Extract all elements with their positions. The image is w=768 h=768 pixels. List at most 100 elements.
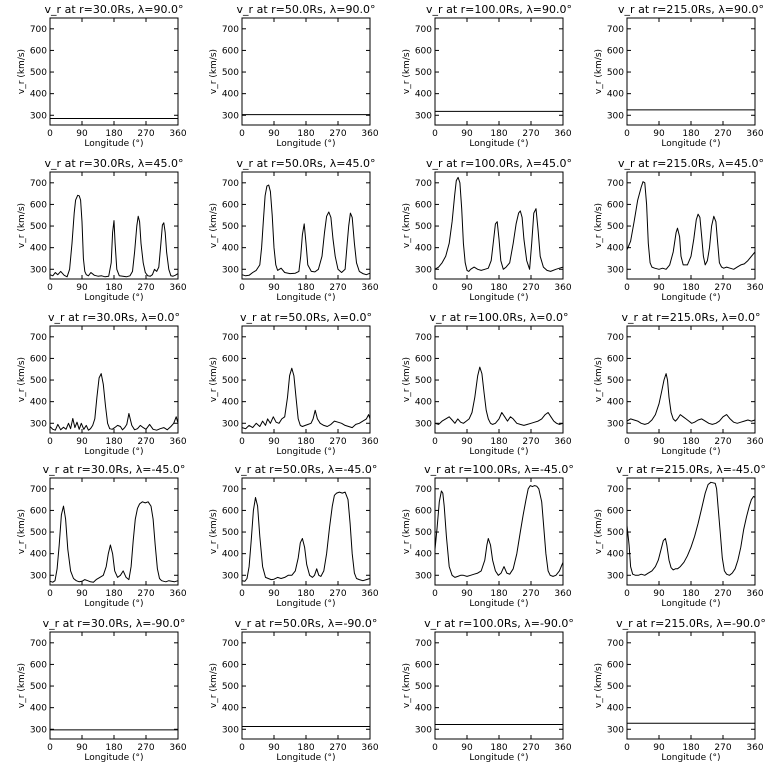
x-tick-label: 90	[268, 589, 280, 599]
y-tick-label: 600	[607, 46, 624, 56]
y-tick-label: 400	[222, 704, 239, 714]
chart-panel: v_r at r=100.0Rs, λ=45.0° 0 90 180 270 360 300…	[402, 157, 572, 303]
y-tick-label: 700	[415, 179, 432, 189]
x-tick-label: 360	[554, 589, 571, 599]
x-axis-label: Longitude (°)	[276, 139, 335, 149]
x-tick-label: 0	[239, 589, 245, 599]
x-tick-label: 90	[653, 589, 665, 599]
x-tick-label: 90	[268, 437, 280, 447]
x-tick-label: 180	[105, 129, 122, 139]
x-tick-label: 360	[169, 589, 186, 599]
chart-title: v_r at r=30.0Rs, λ=-45.0°	[43, 463, 186, 476]
y-tick-label: 700	[30, 485, 47, 495]
x-tick-label: 0	[624, 589, 630, 599]
x-axis-label: Longitude (°)	[276, 293, 335, 303]
plot-frame	[626, 17, 756, 126]
y-tick-label: 700	[30, 333, 47, 343]
y-tick-label: 300	[222, 265, 239, 275]
x-tick-label: 360	[746, 129, 763, 139]
chart-panel: v_r at r=50.0Rs, λ=-45.0° 0 90 180 270 360 300…	[209, 463, 379, 609]
velocity-series-line	[241, 184, 371, 277]
y-tick-label: 400	[222, 398, 239, 408]
x-tick-label: 0	[432, 589, 438, 599]
plot-frame	[241, 17, 371, 126]
y-tick-label: 700	[607, 25, 624, 35]
x-tick-label: 270	[522, 283, 539, 293]
x-tick-label: 270	[137, 129, 154, 139]
y-tick-label: 500	[607, 222, 624, 232]
y-axis-label: v_r (km/s)	[17, 663, 27, 708]
y-tick-label: 300	[415, 571, 432, 581]
y-tick-label: 700	[30, 25, 47, 35]
x-tick-label: 180	[105, 437, 122, 447]
x-tick-label: 270	[329, 743, 346, 753]
y-tick-label: 300	[30, 725, 47, 735]
chart-panel: v_r at r=100.0Rs, λ=0.0° 0 90 180 270 360 300 4…	[402, 311, 572, 457]
y-tick-label: 500	[30, 68, 47, 78]
y-tick-label: 300	[30, 571, 47, 581]
y-tick-label: 300	[30, 111, 47, 121]
x-tick-label: 270	[714, 437, 731, 447]
y-tick-label: 700	[30, 179, 47, 189]
y-tick-label: 700	[607, 333, 624, 343]
x-axis-label: Longitude (°)	[661, 447, 720, 457]
velocity-series-line	[49, 373, 179, 431]
x-tick-label: 180	[105, 589, 122, 599]
x-axis-label: Longitude (°)	[469, 599, 528, 609]
chart-title: v_r at r=215.0Rs, λ=45.0°	[618, 157, 764, 170]
x-tick-label: 0	[47, 129, 53, 139]
x-tick-label: 180	[105, 743, 122, 753]
x-tick-label: 90	[268, 129, 280, 139]
x-tick-label: 180	[297, 437, 314, 447]
x-tick-label: 90	[76, 129, 88, 139]
x-axis-label: Longitude (°)	[276, 599, 335, 609]
y-tick-label: 300	[607, 419, 624, 429]
x-tick-label: 270	[329, 437, 346, 447]
x-tick-label: 0	[47, 283, 53, 293]
velocity-series-line	[626, 373, 756, 425]
x-tick-label: 90	[268, 743, 280, 753]
y-tick-label: 500	[222, 528, 239, 538]
y-axis-label: v_r (km/s)	[402, 203, 412, 248]
y-tick-label: 500	[222, 222, 239, 232]
x-tick-label: 90	[653, 743, 665, 753]
y-tick-label: 600	[415, 506, 432, 516]
x-tick-label: 270	[329, 283, 346, 293]
x-tick-label: 270	[329, 589, 346, 599]
x-axis-label: Longitude (°)	[469, 447, 528, 457]
y-tick-label: 400	[415, 398, 432, 408]
chart-title: v_r at r=100.0Rs, λ=0.0°	[430, 311, 569, 324]
y-tick-label: 500	[30, 222, 47, 232]
x-tick-label: 180	[490, 743, 507, 753]
y-axis-label: v_r (km/s)	[594, 49, 604, 94]
y-tick-label: 700	[415, 333, 432, 343]
x-tick-label: 90	[268, 283, 280, 293]
y-axis-label: v_r (km/s)	[402, 663, 412, 708]
velocity-series-line	[49, 501, 179, 583]
x-tick-label: 360	[746, 437, 763, 447]
y-tick-label: 400	[415, 550, 432, 560]
chart-panel: v_r at r=50.0Rs, λ=45.0° 0 90 180 270 360 300 4…	[209, 157, 379, 303]
velocity-series-line	[434, 366, 564, 426]
y-tick-label: 600	[607, 660, 624, 670]
y-tick-label: 600	[30, 660, 47, 670]
velocity-series-line	[434, 176, 564, 272]
y-tick-label: 400	[607, 550, 624, 560]
y-tick-label: 700	[415, 485, 432, 495]
x-tick-label: 270	[714, 129, 731, 139]
y-axis-label: v_r (km/s)	[209, 357, 219, 402]
y-tick-label: 500	[415, 68, 432, 78]
plot-frame	[626, 477, 756, 586]
y-tick-label: 600	[607, 506, 624, 516]
y-tick-label: 600	[607, 354, 624, 364]
y-tick-label: 400	[607, 704, 624, 714]
y-tick-label: 600	[30, 506, 47, 516]
chart-panel: v_r at r=100.0Rs, λ=-45.0° 0 90 180 270 360 30…	[402, 463, 574, 609]
y-tick-label: 400	[607, 244, 624, 254]
x-tick-label: 90	[461, 129, 473, 139]
x-axis-label: Longitude (°)	[469, 753, 528, 763]
y-axis-label: v_r (km/s)	[594, 357, 604, 402]
y-tick-label: 600	[222, 200, 239, 210]
x-tick-label: 360	[361, 589, 378, 599]
y-tick-label: 300	[607, 111, 624, 121]
